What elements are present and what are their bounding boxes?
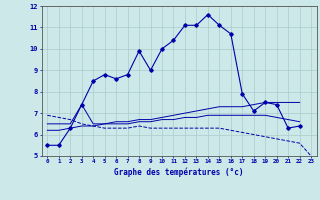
- X-axis label: Graphe des températures (°c): Graphe des températures (°c): [115, 167, 244, 177]
